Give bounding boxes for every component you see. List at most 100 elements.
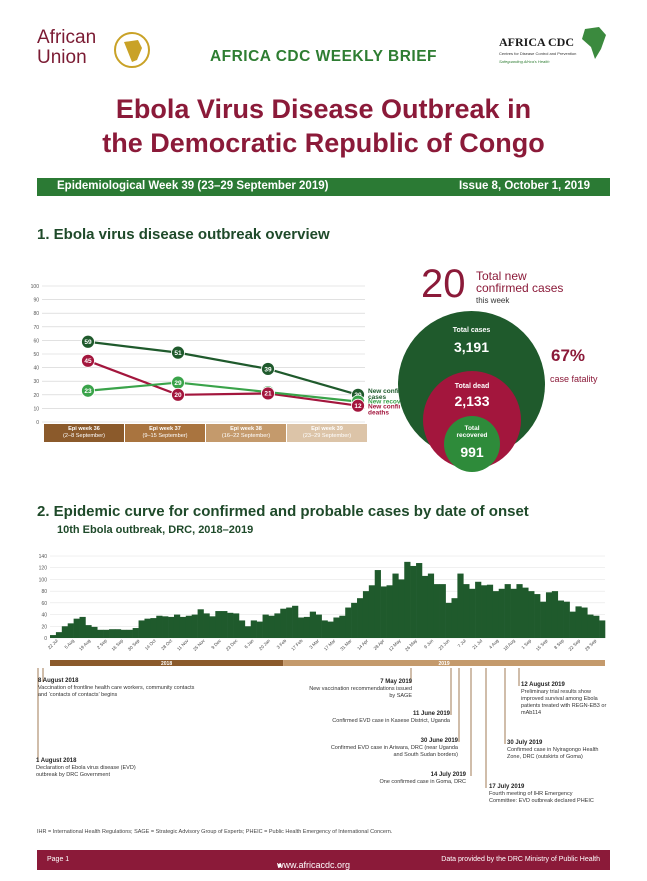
epi-curve-bar <box>120 629 128 638</box>
epi-curve-bar <box>50 635 57 638</box>
epi-week-dates: (16–22 September) <box>221 433 271 439</box>
legend-label: New confirmed <box>368 388 400 395</box>
epi-curve-bar <box>227 612 234 638</box>
issue-label: Issue 8, October 1, 2019 <box>458 180 590 192</box>
epi-curve-bar <box>203 613 210 638</box>
epi-curve-bar <box>79 616 86 638</box>
data-label: 45 <box>84 358 92 365</box>
epi-curve-bar <box>451 598 458 638</box>
y-tick-label: 100 <box>31 284 40 290</box>
epi-curve-bar <box>150 618 157 638</box>
total-recovered-value: 991 <box>460 444 484 460</box>
y-tick-label: 120 <box>39 566 48 572</box>
x-tick-label: 14 Oct <box>144 638 157 651</box>
epi-week-label: Epi week 36 <box>68 426 100 432</box>
africa-cdc-logo: AFRICA CDC Centres for Disease Control a… <box>497 25 611 83</box>
brief-title: AFRICA CDC WEEKLY BRIEF <box>209 48 438 65</box>
epi-curve-bar <box>516 584 523 638</box>
epi-curve-bar <box>504 584 511 638</box>
epi-curve-bar <box>67 623 74 638</box>
x-tick-label: 5 Aug <box>64 638 76 650</box>
x-tick-label: 18 Aug <box>502 638 516 652</box>
x-tick-label: 28 Apr <box>373 638 386 651</box>
epi-curve-bar <box>575 606 582 638</box>
total-cases-value: 3,191 <box>453 339 490 355</box>
data-label: 20 <box>174 392 182 399</box>
x-tick-label: 2 Sep <box>96 638 108 650</box>
epi-curve-bar <box>486 584 494 638</box>
y-tick-label: 50 <box>33 352 39 358</box>
epi-curve-bar <box>433 584 440 638</box>
epi-curve-bar <box>540 601 547 638</box>
total-new-label: Total new confirmed cases <box>476 269 564 295</box>
this-week-label: this week <box>476 296 510 305</box>
epi-week-dates: (2–8 September) <box>63 433 105 439</box>
year-label: 2019 <box>438 661 449 667</box>
timeline-event-date: 30 June 2019 <box>420 738 458 744</box>
data-label: 21 <box>264 391 272 398</box>
data-point <box>171 345 185 360</box>
timeline-event-text: Fourth meeting of IHR Emergency Committe… <box>489 791 594 804</box>
epi-curve-bar <box>581 607 588 638</box>
african-union-emblem-icon <box>114 32 150 68</box>
data-label: 23 <box>84 388 92 395</box>
epi-curve-bar <box>55 632 63 638</box>
y-tick-label: 140 <box>39 554 48 560</box>
epi-curve-bar <box>256 621 263 638</box>
epi-curve-bar <box>268 615 275 638</box>
epi-week-label: Epi week 39 <box>311 426 343 432</box>
total-dead-value: 2,133 <box>454 393 490 409</box>
x-tick-label: 12 May <box>388 638 403 653</box>
epi-curve-bar <box>286 607 293 638</box>
x-tick-label: 22 Jul <box>47 638 59 650</box>
y-tick-label: 60 <box>33 338 39 344</box>
epi-week-bar: Epi week 38 (16–22 September) <box>206 424 286 442</box>
timeline-event: 8 August 2018 Vaccination of frontline he… <box>38 678 198 699</box>
x-tick-label: 31 Mar <box>339 638 353 652</box>
globe-icon: ● <box>277 860 283 870</box>
case-fatality-value: 67% <box>551 346 586 365</box>
epi-curve-bar <box>475 581 482 638</box>
epi-curve-bar <box>498 588 505 638</box>
case-fatality-label: case fatality <box>550 374 598 384</box>
x-tick-label: 29 Sep <box>584 638 598 652</box>
epi-curve-bar <box>534 594 541 638</box>
timeline-event: 12 August 2019 Preliminary trial results … <box>521 682 607 717</box>
epi-curve-bar <box>557 600 564 638</box>
x-tick-label: 30 Sep <box>127 638 141 652</box>
epi-curve-bar <box>244 626 252 638</box>
epi-curve-bar <box>168 616 175 638</box>
epi-curve-bar <box>162 616 169 638</box>
epi-curve-bar <box>292 605 299 638</box>
epi-curve-bar <box>404 561 411 638</box>
epi-week-bar: Epi week 37 (9–15 September) <box>125 424 205 442</box>
epi-curve-bar <box>315 614 322 638</box>
epi-curve-bar <box>303 616 311 638</box>
issue-banner: Epidemiological Week 39 (23–29 September… <box>37 178 610 196</box>
data-point <box>261 362 275 376</box>
epi-curve-bar <box>421 575 429 638</box>
y-tick-label: 70 <box>33 325 39 331</box>
y-tick-label: 10 <box>33 406 39 412</box>
epi-curve-bar <box>138 620 145 638</box>
epi-curve-bar <box>345 607 352 638</box>
x-tick-label: 19 Aug <box>78 638 92 652</box>
timeline-event-date: 17 July 2019 <box>489 784 525 790</box>
year-band-2018 <box>50 660 284 666</box>
epi-curve-bar <box>492 591 500 638</box>
epi-week-bar: Epi week 39 (23–29 September) <box>287 424 367 442</box>
y-tick-label: 60 <box>41 601 47 607</box>
data-label: 59 <box>84 339 92 346</box>
epi-curve-bar <box>274 613 281 638</box>
epi-curve-bar <box>392 573 399 638</box>
x-tick-label: 16 Sep <box>111 638 125 652</box>
timeline-event-text: Confirmed EVD case in Ariwara, DRC (near… <box>330 745 458 758</box>
epi-curve-bar <box>97 629 104 638</box>
x-tick-label: 4 Aug <box>488 638 500 650</box>
x-tick-label: 1 Sep <box>520 638 532 650</box>
total-recovered-circle: Total recovered 991 <box>444 416 500 472</box>
timeline-event-date: 8 August 2018 <box>38 678 79 684</box>
x-tick-label: 22 Sep <box>568 638 582 652</box>
epi-curve-bar <box>510 588 517 638</box>
timeline-event-text: One confirmed case in Goma, DRC <box>379 779 466 785</box>
